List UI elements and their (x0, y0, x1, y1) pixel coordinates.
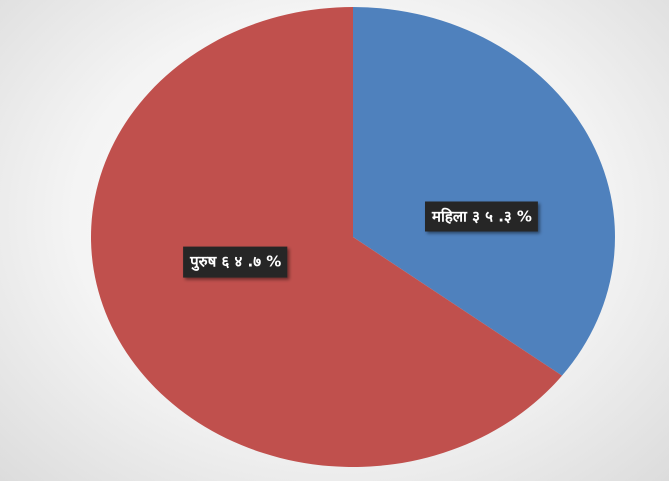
pie-slice-0 (353, 7, 615, 376)
data-label-1: पुरुष ६ ४ .७ % (183, 246, 288, 278)
data-label-box-1 (183, 246, 288, 278)
pie-slice-1 (90, 7, 563, 468)
pie-slices (90, 7, 615, 468)
data-label-text-1: पुरुष ६ ४ .७ % (189, 253, 281, 272)
data-label-box-0 (425, 201, 538, 232)
data-label-0: महिला ३ ५ .३ % (425, 201, 538, 232)
data-label-text-0: महिला ३ ५ .३ % (431, 208, 532, 226)
pie-data-labels: महिला ३ ५ .३ % पुरुष ६ ४ .७ % (183, 201, 538, 278)
